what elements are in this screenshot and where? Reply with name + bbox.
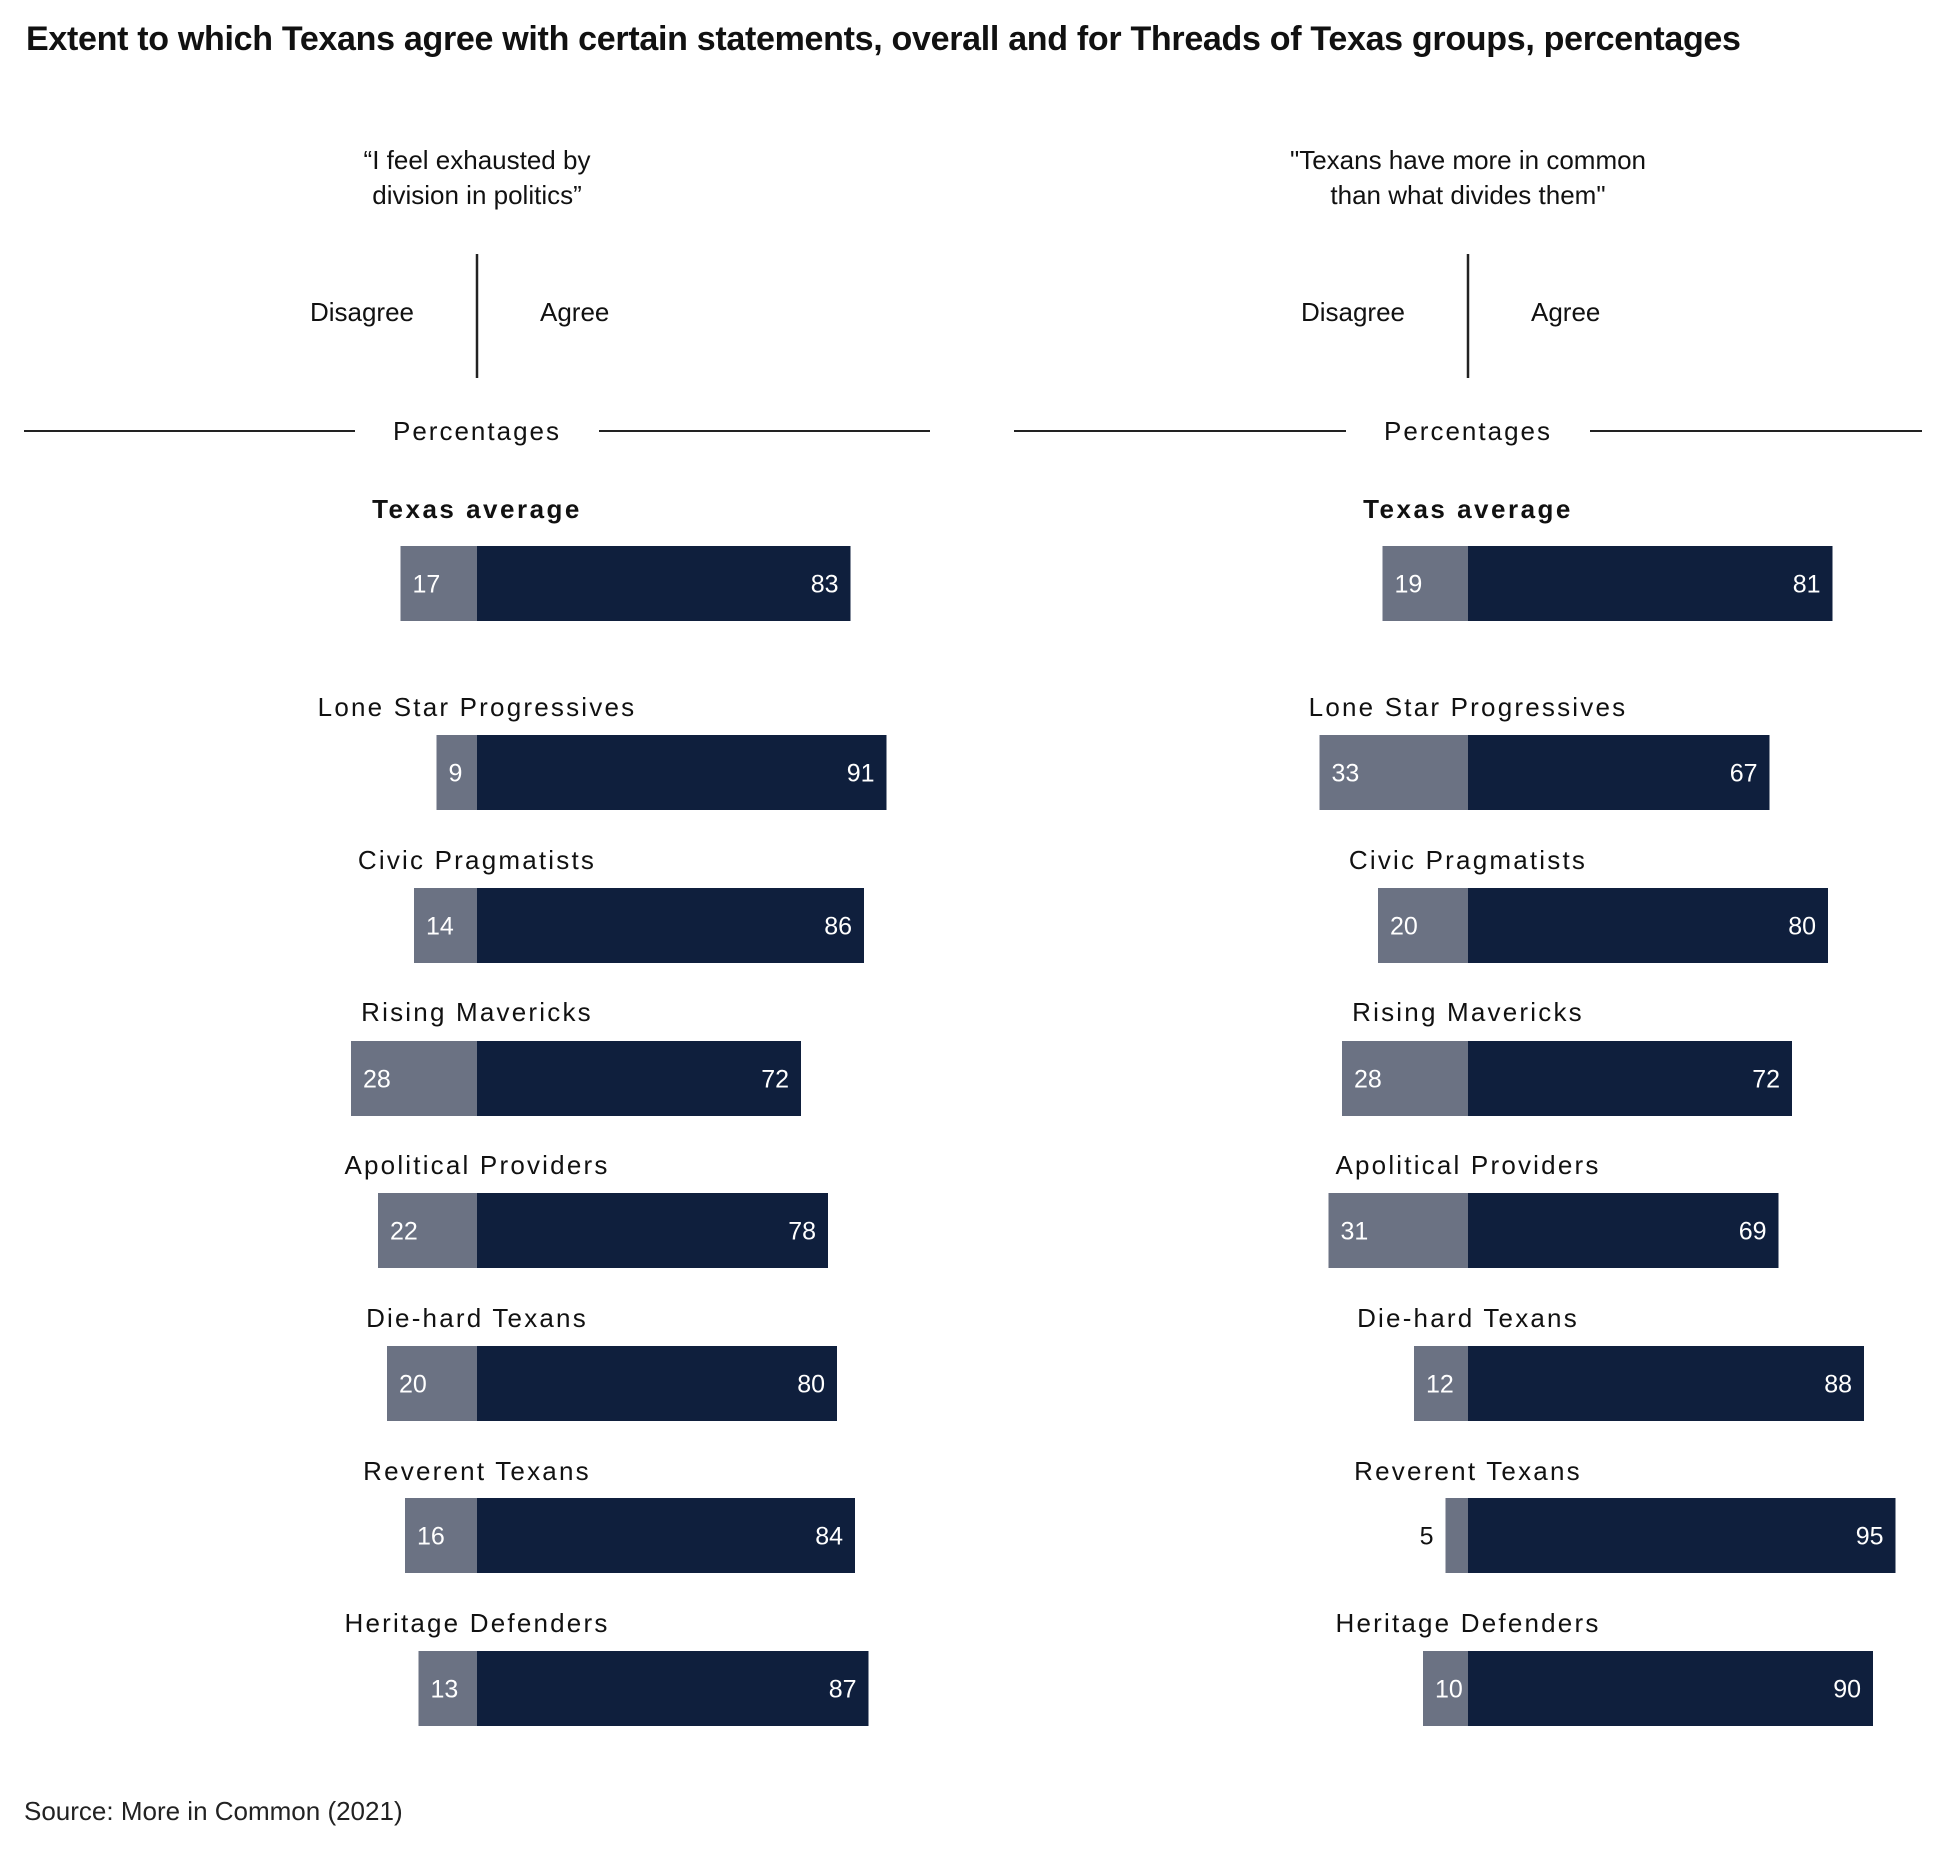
category-label: Civic Pragmatists xyxy=(1349,845,1587,875)
category-label: Texas average xyxy=(372,494,582,524)
bar-agree xyxy=(477,1041,801,1116)
data-label-agree: 86 xyxy=(824,913,852,941)
data-label-disagree: 10 xyxy=(1435,1676,1463,1704)
category-label: Heritage Defenders xyxy=(344,1608,609,1638)
panel-1-statement-line: “I feel exhausted by xyxy=(364,145,591,175)
bar-agree xyxy=(1468,1041,1792,1116)
panel-2-statement-line: "Texans have more in common xyxy=(1290,145,1646,175)
page-title: Extent to which Texans agree with certai… xyxy=(26,20,1741,58)
bar-disagree xyxy=(387,1346,477,1421)
data-label-disagree: 5 xyxy=(1420,1523,1434,1551)
bar-disagree xyxy=(378,1193,477,1268)
data-label-agree: 81 xyxy=(1793,571,1821,599)
bar-disagree xyxy=(1342,1041,1468,1116)
panel-1-axis-caption: Percentages xyxy=(393,416,561,446)
panel-1-agree-header: Agree xyxy=(540,297,609,327)
category-label: Reverent Texans xyxy=(1354,1456,1582,1486)
category-label: Reverent Texans xyxy=(363,1456,591,1486)
bar-disagree xyxy=(1319,735,1468,810)
bar-disagree xyxy=(414,888,477,963)
category-label: Rising Mavericks xyxy=(1352,997,1584,1027)
panel-1-statement-line: division in politics” xyxy=(372,180,582,210)
bar-agree xyxy=(477,1346,837,1421)
data-label-agree: 91 xyxy=(847,760,875,788)
data-label-agree: 95 xyxy=(1856,1523,1884,1551)
category-label: Apolitical Providers xyxy=(344,1150,609,1180)
bar-disagree xyxy=(1328,1193,1468,1268)
panel-2-disagree-header: Disagree xyxy=(1301,297,1405,327)
data-label-agree: 84 xyxy=(815,1523,843,1551)
data-label-disagree: 31 xyxy=(1341,1218,1369,1246)
bar-agree xyxy=(1468,1651,1873,1726)
data-label-agree: 72 xyxy=(1752,1066,1780,1094)
data-label-agree: 67 xyxy=(1730,760,1758,788)
data-label-agree: 83 xyxy=(811,571,839,599)
bar-disagree xyxy=(1445,1498,1468,1573)
bar-disagree xyxy=(1378,888,1468,963)
category-label: Apolitical Providers xyxy=(1335,1150,1600,1180)
source-note: Source: More in Common (2021) xyxy=(24,1796,403,1826)
panel-2-axis-caption: Percentages xyxy=(1384,416,1552,446)
bar-agree xyxy=(477,888,864,963)
bar-disagree xyxy=(351,1041,477,1116)
category-label: Heritage Defenders xyxy=(1335,1608,1600,1638)
bar-agree xyxy=(477,1651,869,1726)
category-label: Lone Star Progressives xyxy=(318,692,637,722)
data-label-disagree: 14 xyxy=(426,913,454,941)
bar-agree xyxy=(1468,1346,1864,1421)
bar-disagree xyxy=(418,1651,477,1726)
data-label-agree: 80 xyxy=(1788,913,1816,941)
panel-2-agree-header: Agree xyxy=(1531,297,1600,327)
data-label-agree: 69 xyxy=(1739,1218,1767,1246)
data-label-disagree: 16 xyxy=(417,1523,445,1551)
category-label: Civic Pragmatists xyxy=(358,845,596,875)
category-label: Lone Star Progressives xyxy=(1309,692,1628,722)
bar-disagree xyxy=(1382,546,1468,621)
bar-agree xyxy=(477,735,887,810)
data-label-disagree: 20 xyxy=(1390,913,1418,941)
bar-disagree xyxy=(400,546,477,621)
data-label-agree: 72 xyxy=(761,1066,789,1094)
bar-agree xyxy=(477,546,851,621)
bar-agree xyxy=(477,1193,828,1268)
data-label-agree: 80 xyxy=(797,1371,825,1399)
bar-disagree xyxy=(436,735,477,810)
bar-agree xyxy=(1468,735,1770,810)
data-label-disagree: 9 xyxy=(449,760,463,788)
bar-disagree xyxy=(1423,1651,1468,1726)
data-label-disagree: 22 xyxy=(390,1218,418,1246)
data-label-disagree: 20 xyxy=(399,1371,427,1399)
bar-agree xyxy=(477,1498,855,1573)
bar-disagree xyxy=(1414,1346,1468,1421)
data-label-agree: 78 xyxy=(788,1218,816,1246)
data-label-disagree: 28 xyxy=(363,1066,391,1094)
data-label-disagree: 12 xyxy=(1426,1371,1454,1399)
category-label: Die-hard Texans xyxy=(1357,1303,1579,1333)
data-label-disagree: 19 xyxy=(1395,571,1423,599)
bar-disagree xyxy=(405,1498,477,1573)
data-label-disagree: 33 xyxy=(1332,760,1360,788)
data-label-disagree: 13 xyxy=(431,1676,459,1704)
data-label-disagree: 17 xyxy=(413,571,441,599)
data-label-agree: 87 xyxy=(829,1676,857,1704)
bar-agree xyxy=(1468,888,1828,963)
bar-agree xyxy=(1468,1193,1779,1268)
panel-1-disagree-header: Disagree xyxy=(310,297,414,327)
data-label-disagree: 28 xyxy=(1354,1066,1382,1094)
category-label: Rising Mavericks xyxy=(361,997,593,1027)
data-label-agree: 90 xyxy=(1833,1676,1861,1704)
data-label-agree: 88 xyxy=(1824,1371,1852,1399)
bar-agree xyxy=(1468,1498,1896,1573)
panel-2-statement-line: than what divides them" xyxy=(1330,180,1605,210)
bar-agree xyxy=(1468,546,1833,621)
category-label: Texas average xyxy=(1363,494,1573,524)
category-label: Die-hard Texans xyxy=(366,1303,588,1333)
